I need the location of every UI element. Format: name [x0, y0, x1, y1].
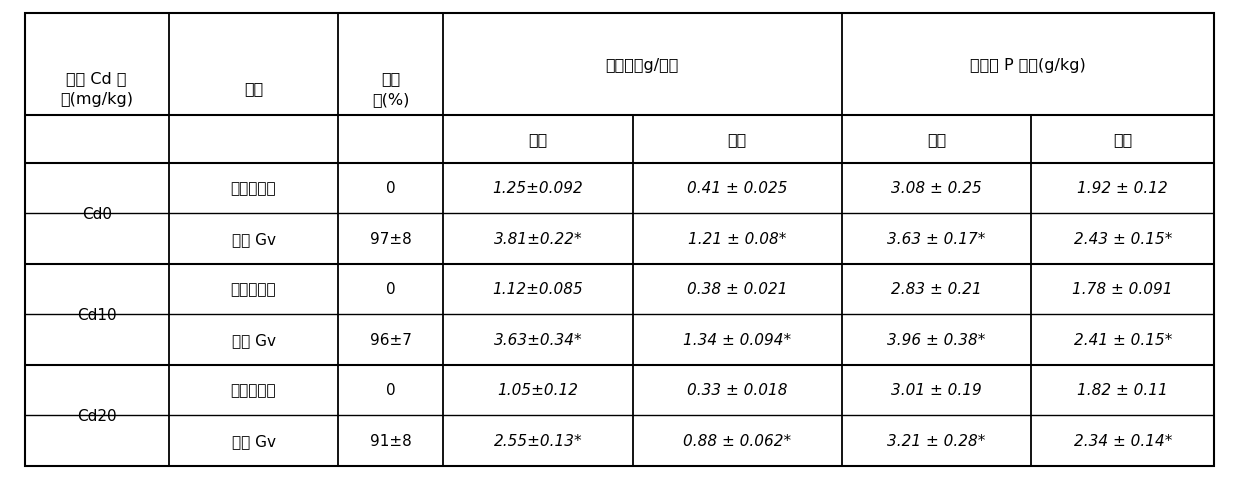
Text: 植物体 P 含量(g/kg): 植物体 P 含量(g/kg) — [970, 58, 1085, 72]
Text: 3.63±0.34*: 3.63±0.34* — [493, 332, 582, 347]
Text: 97±8: 97±8 — [370, 231, 411, 246]
Text: 侵染
率(%): 侵染 率(%) — [372, 71, 409, 107]
Text: 3.63 ± 0.17*: 3.63 ± 0.17* — [887, 231, 986, 246]
Text: 1.05±0.12: 1.05±0.12 — [497, 383, 579, 397]
Text: 3.21 ± 0.28*: 3.21 ± 0.28* — [887, 433, 986, 448]
Text: 0: 0 — [387, 181, 395, 196]
Text: 地下: 地下 — [727, 132, 747, 147]
Text: 2.83 ± 0.21: 2.83 ± 0.21 — [891, 282, 981, 297]
Text: 3.01 ± 0.19: 3.01 ± 0.19 — [891, 383, 981, 397]
Text: 3.08 ± 0.25: 3.08 ± 0.25 — [891, 181, 981, 196]
Text: 0: 0 — [387, 282, 395, 297]
Text: 3.81±0.22*: 3.81±0.22* — [493, 231, 582, 246]
Text: 土壤 Cd 浓
度(mg/kg): 土壤 Cd 浓 度(mg/kg) — [61, 71, 133, 107]
Text: 0.33 ± 0.018: 0.33 ± 0.018 — [686, 383, 788, 397]
Text: 未接种对照: 未接种对照 — [230, 282, 276, 297]
Text: 1.78 ± 0.091: 1.78 ± 0.091 — [1073, 282, 1173, 297]
Text: 未接种对照: 未接种对照 — [230, 383, 276, 397]
Text: 地上: 地上 — [927, 132, 947, 147]
Text: 地上: 地上 — [528, 132, 548, 147]
Text: 3.96 ± 0.38*: 3.96 ± 0.38* — [887, 332, 986, 347]
Text: Cd0: Cd0 — [82, 206, 112, 221]
Text: 0.88 ± 0.062*: 0.88 ± 0.062* — [683, 433, 792, 448]
Text: 地下: 地下 — [1113, 132, 1132, 147]
Text: 接种 Gv: 接种 Gv — [232, 332, 275, 347]
Text: 2.41 ± 0.15*: 2.41 ± 0.15* — [1073, 332, 1172, 347]
Text: Cd10: Cd10 — [77, 307, 116, 322]
Text: 96±7: 96±7 — [369, 332, 411, 347]
Text: 1.25±0.092: 1.25±0.092 — [492, 181, 584, 196]
Text: 未接种对照: 未接种对照 — [230, 181, 276, 196]
Text: 91±8: 91±8 — [370, 433, 411, 448]
Text: 2.55±0.13*: 2.55±0.13* — [493, 433, 582, 448]
Text: 生物量（g/株）: 生物量（g/株） — [606, 58, 679, 72]
Text: 处理: 处理 — [244, 82, 263, 96]
Text: 2.34 ± 0.14*: 2.34 ± 0.14* — [1073, 433, 1172, 448]
Text: 1.34 ± 0.094*: 1.34 ± 0.094* — [683, 332, 792, 347]
Text: 接种 Gv: 接种 Gv — [232, 231, 275, 246]
Text: 0.41 ± 0.025: 0.41 ± 0.025 — [686, 181, 788, 196]
Text: 1.92 ± 0.12: 1.92 ± 0.12 — [1078, 181, 1168, 196]
Text: Cd20: Cd20 — [77, 408, 116, 423]
Text: 接种 Gv: 接种 Gv — [232, 433, 275, 448]
Text: 0: 0 — [387, 383, 395, 397]
Text: 1.21 ± 0.08*: 1.21 ± 0.08* — [688, 231, 787, 246]
Text: 1.82 ± 0.11: 1.82 ± 0.11 — [1078, 383, 1168, 397]
Text: 0.38 ± 0.021: 0.38 ± 0.021 — [686, 282, 788, 297]
Text: 1.12±0.085: 1.12±0.085 — [492, 282, 584, 297]
Text: 2.43 ± 0.15*: 2.43 ± 0.15* — [1073, 231, 1172, 246]
